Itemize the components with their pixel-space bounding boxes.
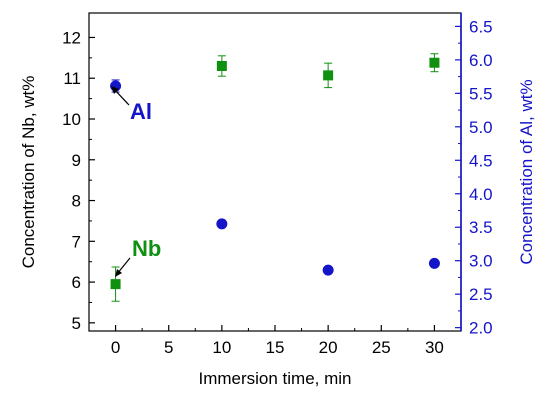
y-left-tick-label: 5 — [72, 314, 81, 333]
al-point — [216, 218, 228, 230]
y-left-tick-label: 12 — [62, 28, 81, 47]
nb-point — [110, 279, 121, 290]
x-tick-label: 20 — [319, 338, 338, 357]
annotation-nb-arrowhead — [115, 269, 122, 277]
y-right-tick-label: 2.0 — [469, 319, 493, 338]
y-left-tick-label: 11 — [63, 69, 81, 88]
y-left-tick-label: 7 — [72, 232, 81, 251]
y-right-tick-label: 3.5 — [469, 218, 493, 237]
y-left-tick-label: 9 — [72, 151, 81, 170]
x-tick-label: 30 — [425, 338, 444, 357]
y-right-tick-label: 3.0 — [469, 252, 493, 271]
y-axis-left-title: Concentration of Nb, wt% — [19, 76, 38, 269]
marks-layer — [110, 53, 440, 302]
annotation-nb-label: Nb — [132, 236, 161, 261]
annotation-al-arrowhead — [111, 86, 119, 94]
y-left-tick-label: 10 — [62, 110, 81, 129]
nb-point — [323, 70, 334, 81]
x-tick-label: 10 — [212, 338, 231, 357]
nb-point — [216, 61, 227, 71]
y-left-tick-label: 8 — [72, 192, 81, 211]
y-right-tick-label: 6.0 — [469, 51, 493, 70]
x-tick-label: 0 — [111, 338, 120, 357]
annotation-al-label: Al — [130, 99, 152, 124]
y-right-tick-label: 5.5 — [469, 84, 493, 103]
ticks-layer: 0 5 10 15 20 25 30 5 6 7 8 9 10 11 12 2.0 2.5 3.0 3.5 4.0 4.… — [62, 17, 493, 357]
y-right-tick-label: 5.0 — [469, 118, 493, 137]
y-axis-right-title: Concentration of Al, wt% — [517, 79, 536, 264]
y-left-tick-label: 6 — [72, 273, 81, 292]
x-tick-label: 15 — [266, 338, 285, 357]
y-right-tick-label: 6.5 — [469, 17, 493, 36]
x-tick-label: 25 — [372, 338, 391, 357]
y-right-tick-label: 4.0 — [469, 185, 493, 204]
al-point — [322, 264, 334, 276]
y-right-tick-label: 2.5 — [469, 285, 493, 304]
plot-frame — [88, 12, 462, 332]
nb-point — [429, 57, 440, 68]
x-axis-title: Immersion time, min — [198, 369, 351, 388]
x-tick-label: 5 — [164, 338, 173, 357]
y-right-tick-label: 4.5 — [469, 151, 493, 170]
al-point — [428, 257, 440, 269]
